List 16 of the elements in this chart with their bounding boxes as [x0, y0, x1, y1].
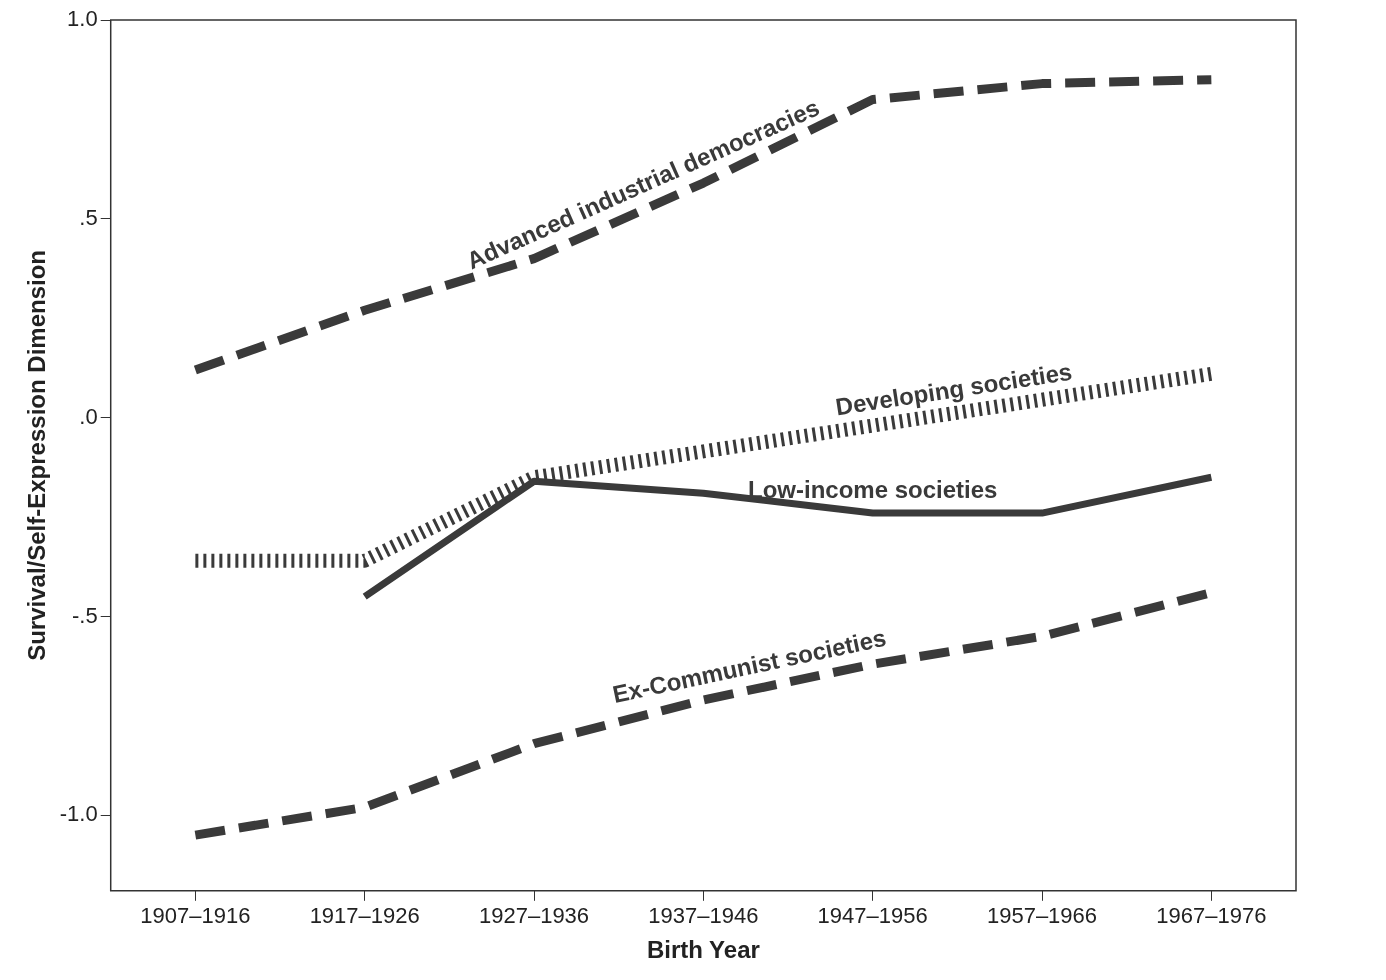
- y-tick-label: -.5: [72, 602, 98, 628]
- x-tick-label: 1907–1916: [140, 903, 251, 929]
- x-tick-label: 1927–1936: [478, 903, 590, 929]
- y-tick-label: .5: [79, 204, 98, 230]
- series-label: Low-income societies: [747, 475, 998, 503]
- x-axis-title: Birth Year: [646, 936, 760, 964]
- x-tick-label: 1947–1956: [817, 903, 928, 929]
- x-tick-label: 1917–1926: [309, 903, 420, 929]
- y-tick-label: 1.0: [67, 6, 98, 32]
- y-tick-label: .0: [79, 403, 98, 429]
- text: Developing societies: [833, 357, 1074, 421]
- x-tick-label: 1967–1976: [1156, 903, 1267, 929]
- y-tick-label: -1.0: [59, 801, 98, 827]
- x-tick-label: 1957–1966: [986, 903, 1098, 929]
- y-axis-title: Survival/Self-Expression Dimension: [23, 249, 51, 661]
- x-tick-label: 1937–1946: [648, 903, 759, 929]
